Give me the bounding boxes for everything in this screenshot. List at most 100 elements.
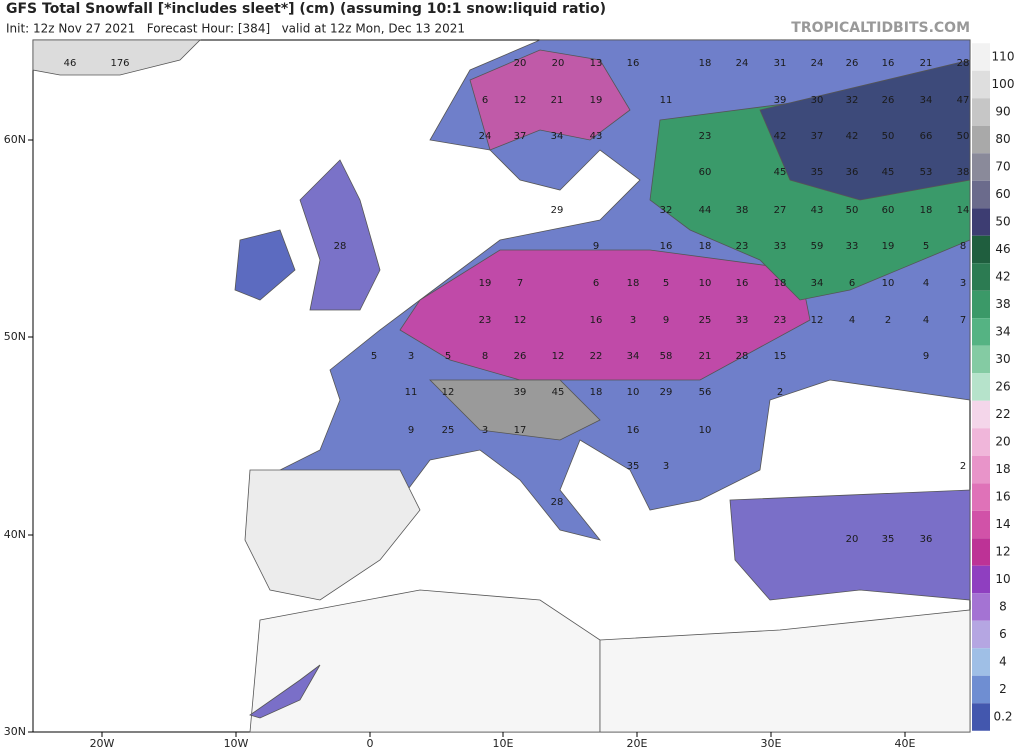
snow-value: 38 — [736, 205, 749, 216]
snow-value: 39 — [514, 387, 527, 398]
snow-value: 28 — [957, 58, 970, 69]
legend-swatch — [972, 290, 990, 319]
lon-label: 20E — [627, 737, 648, 750]
legend-swatch — [972, 538, 990, 566]
legend-swatch — [972, 510, 990, 539]
snow-value: 20 — [846, 534, 859, 545]
legend-swatch — [972, 428, 990, 456]
snow-value: 25 — [699, 315, 712, 326]
snow-value: 12 — [811, 315, 824, 326]
snow-value: 31 — [774, 58, 787, 69]
snow-value: 60 — [699, 167, 712, 178]
legend-label: 12 — [995, 545, 1010, 559]
snow-value: 37 — [514, 131, 527, 142]
snow-value: 8 — [482, 351, 488, 362]
snow-value: 28 — [736, 351, 749, 362]
snow-value: 5 — [371, 351, 377, 362]
legend-swatch — [972, 180, 990, 209]
legend-label: 4 — [999, 655, 1007, 669]
snow-value: 2 — [777, 387, 783, 398]
lat-label: 30N — [4, 725, 26, 738]
snow-value: 3 — [630, 315, 636, 326]
snow-value: 32 — [846, 95, 859, 106]
legend-swatch — [972, 703, 990, 731]
legend-label: 2 — [999, 682, 1007, 696]
snow-value: 11 — [660, 95, 673, 106]
snow-value: 27 — [774, 205, 787, 216]
snow-value: 4 — [923, 315, 929, 326]
lat-label: 40N — [4, 528, 26, 541]
snow-value: 12 — [552, 351, 565, 362]
legend-swatch — [972, 620, 990, 649]
legend-label: 38 — [995, 297, 1010, 311]
snow-value: 6 — [482, 95, 488, 106]
snow-value: 10 — [882, 278, 895, 289]
map-subtitle: Init: 12z Nov 27 2021 Forecast Hour: [38… — [6, 22, 465, 36]
snow-value: 9 — [408, 425, 414, 436]
snow-value: 42 — [846, 131, 859, 142]
snow-value: 45 — [882, 167, 895, 178]
legend-label: 22 — [995, 407, 1010, 421]
snow-value: 16 — [627, 58, 640, 69]
legend-swatch — [972, 263, 990, 291]
legend-swatch — [972, 373, 990, 401]
legend-swatch — [972, 125, 990, 154]
snow-value: 26 — [846, 58, 859, 69]
snow-value: 18 — [699, 241, 712, 252]
legend-swatch — [972, 675, 990, 704]
legend-swatch — [972, 400, 990, 429]
legend-label: 14 — [995, 517, 1010, 531]
legend-swatch — [972, 208, 990, 236]
legend-label: 10 — [995, 572, 1010, 586]
snow-value: 15 — [774, 351, 787, 362]
snow-value: 29 — [551, 205, 564, 216]
snow-value: 47 — [957, 95, 970, 106]
legend-label: 110 — [992, 50, 1015, 64]
snow-value: 46 — [64, 58, 77, 69]
snow-value: 9 — [923, 351, 929, 362]
lon-label: 0 — [367, 737, 374, 750]
snow-value: 30 — [811, 95, 824, 106]
snow-value: 14 — [957, 205, 970, 216]
legend-label: 100 — [992, 77, 1015, 91]
snow-value: 21 — [699, 351, 712, 362]
snow-value: 13 — [590, 58, 603, 69]
snow-value: 7 — [960, 315, 966, 326]
snow-value: 21 — [551, 95, 564, 106]
legend-swatch — [972, 235, 990, 264]
snow-value: 18 — [699, 58, 712, 69]
legend-label: 50 — [995, 215, 1010, 229]
snow-value: 33 — [846, 241, 859, 252]
snow-value: 23 — [479, 315, 492, 326]
snow-value: 20 — [552, 58, 565, 69]
legend-label: 60 — [995, 187, 1010, 201]
snow-value: 60 — [882, 205, 895, 216]
legend-swatch — [972, 70, 990, 99]
legend-label: 30 — [995, 352, 1010, 366]
snow-value: 12 — [514, 315, 527, 326]
snow-value: 2 — [960, 461, 966, 472]
lon-label: 10E — [493, 737, 514, 750]
snow-value: 26 — [514, 351, 527, 362]
snow-value: 32 — [660, 205, 673, 216]
snow-value: 26 — [882, 95, 895, 106]
snow-value: 18 — [920, 205, 933, 216]
lat-label: 50N — [4, 330, 26, 343]
legend-label: 70 — [995, 160, 1010, 174]
snow-value: 42 — [774, 131, 787, 142]
legend-label: 0.2 — [993, 710, 1012, 724]
legend-swatch — [972, 565, 990, 594]
snow-value: 36 — [920, 534, 933, 545]
snow-value: 3 — [408, 351, 414, 362]
snow-value: 58 — [660, 351, 673, 362]
snow-value: 12 — [514, 95, 527, 106]
legend-label: 6 — [999, 627, 1007, 641]
snow-value: 7 — [517, 278, 523, 289]
legend-label: 16 — [995, 490, 1010, 504]
legend-label: 90 — [995, 105, 1010, 119]
legend-swatch — [972, 318, 990, 346]
snow-value: 66 — [920, 131, 933, 142]
snow-value: 16 — [660, 241, 673, 252]
lon-label: 20W — [90, 737, 115, 750]
